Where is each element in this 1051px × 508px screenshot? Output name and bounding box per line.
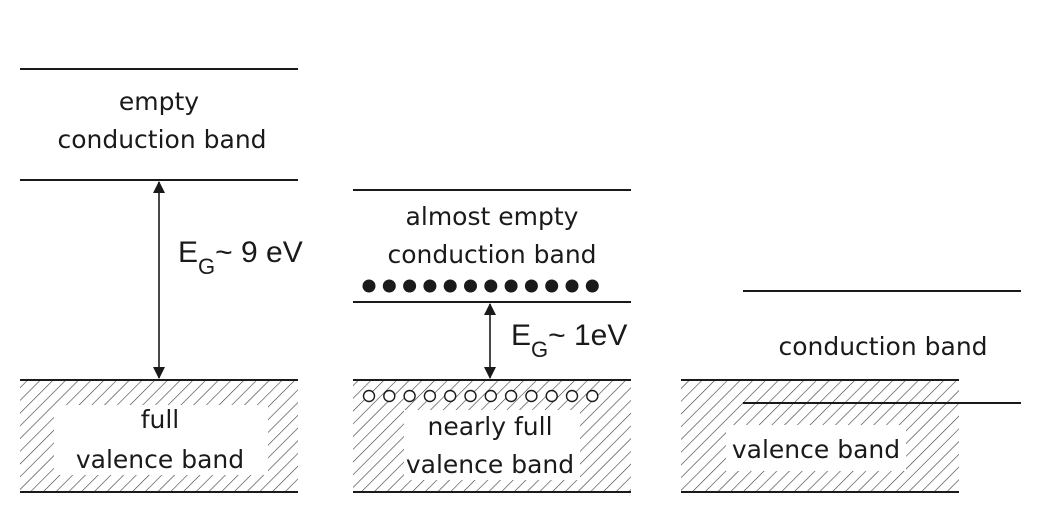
electron-dot [443, 279, 457, 293]
hole-circle [423, 389, 437, 403]
conduction-band-label-line2: conduction band [387, 240, 596, 269]
hole-circle [403, 389, 416, 403]
valence-band-label-bg [54, 405, 268, 475]
band-gap-label: EG~ 9 eV [178, 236, 303, 279]
electron-dot [565, 279, 579, 293]
valence-band-label-line1: full [141, 405, 180, 434]
electron-dot [403, 279, 417, 293]
hole-circle [565, 389, 579, 403]
conduction-band-label-line2: conduction band [57, 125, 266, 154]
valence-band-label-line2: valence band [406, 450, 574, 479]
electron-dots [362, 279, 599, 293]
hole-circles [362, 389, 599, 403]
valence-band-label: valence band [732, 435, 900, 464]
electron-dot [382, 279, 396, 293]
valence-band-label-bg [404, 410, 580, 480]
electron-dot [464, 279, 477, 293]
electron-dot [585, 279, 599, 293]
electron-dot [524, 279, 538, 293]
hole-circle [504, 389, 518, 403]
hole-circle [464, 389, 477, 403]
hole-circle [586, 389, 599, 403]
insulator-panel: empty conduction band EG~ 9 eV full vale… [20, 68, 303, 493]
hole-circle [525, 389, 538, 403]
electron-dot [423, 279, 437, 293]
conduction-band-label-line1: empty [119, 87, 199, 116]
valence-band-label-line1: nearly full [427, 412, 552, 441]
hole-circle [444, 389, 457, 403]
hole-circle [484, 389, 497, 403]
semiconductor-panel: almost empty conduction band EG~ 1eV nea… [353, 189, 631, 493]
hole-circle [362, 389, 376, 403]
electron-dot [504, 279, 518, 293]
electron-dot [362, 279, 376, 293]
conduction-band-label-line1: almost empty [406, 202, 579, 231]
electron-dot [484, 279, 498, 293]
valence-band-label-line2: valence band [76, 445, 244, 474]
conduction-band-label: conduction band [778, 332, 987, 361]
valence-band-label-bg [726, 425, 906, 471]
electron-dot [545, 279, 559, 293]
hole-circle [383, 389, 396, 403]
metal-panel: valence band conduction band [681, 290, 1021, 493]
hole-circle [545, 389, 558, 403]
band-gap-label: EG~ 1eV [511, 319, 627, 362]
